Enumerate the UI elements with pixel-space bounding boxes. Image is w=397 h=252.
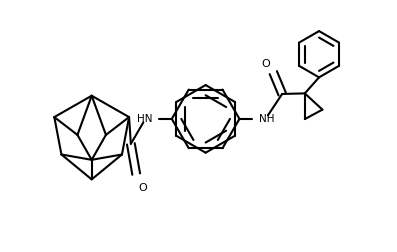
Text: O: O bbox=[261, 59, 270, 69]
Text: HN: HN bbox=[137, 114, 152, 124]
Text: NH: NH bbox=[259, 114, 274, 124]
Text: O: O bbox=[138, 183, 147, 193]
